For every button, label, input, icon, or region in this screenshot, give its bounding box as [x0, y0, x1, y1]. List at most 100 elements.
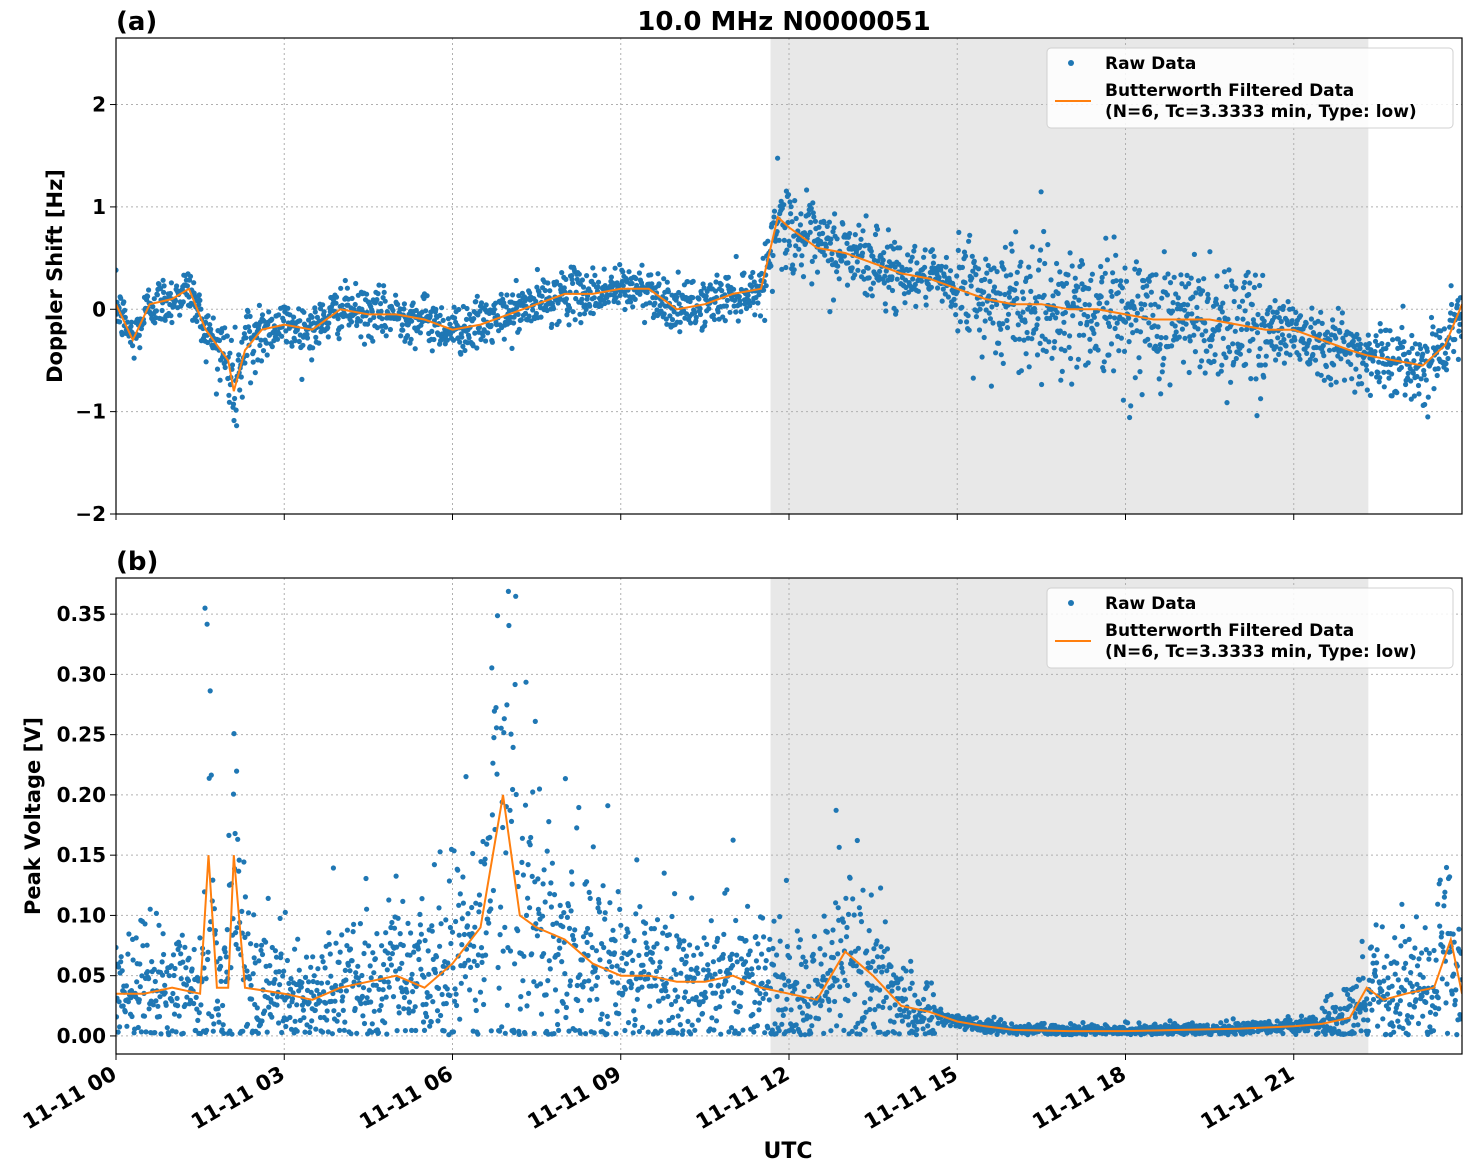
- raw-data-point: [194, 995, 199, 1000]
- raw-data-point: [794, 216, 799, 221]
- raw-data-point: [741, 271, 746, 276]
- raw-data-point: [410, 989, 415, 994]
- raw-data-point: [537, 786, 542, 791]
- raw-data-point: [892, 240, 897, 245]
- raw-data-point: [240, 395, 245, 400]
- raw-data-point: [607, 900, 612, 905]
- raw-data-point: [1288, 352, 1293, 357]
- raw-data-point: [1348, 362, 1353, 367]
- raw-data-point: [241, 859, 246, 864]
- raw-data-point: [721, 932, 726, 937]
- raw-data-point: [787, 199, 792, 204]
- raw-data-point: [452, 848, 457, 853]
- raw-data-point: [233, 325, 238, 330]
- raw-data-point: [1241, 285, 1246, 290]
- raw-data-point: [980, 301, 985, 306]
- raw-data-point: [461, 901, 466, 906]
- raw-data-point: [510, 292, 515, 297]
- raw-data-point: [892, 1030, 897, 1035]
- raw-data-point: [591, 311, 596, 316]
- raw-data-point: [764, 958, 769, 963]
- raw-data-point: [154, 911, 159, 916]
- raw-data-point: [644, 940, 649, 945]
- raw-data-point: [263, 940, 268, 945]
- raw-data-point: [559, 270, 564, 275]
- raw-data-point: [820, 231, 825, 236]
- raw-data-point: [1247, 348, 1252, 353]
- raw-data-point: [285, 958, 290, 963]
- raw-data-point: [1070, 263, 1075, 268]
- raw-data-point: [478, 990, 483, 995]
- raw-data-point: [438, 849, 443, 854]
- raw-data-point: [433, 970, 438, 975]
- raw-data-point: [1280, 1031, 1285, 1036]
- raw-data-point: [1291, 344, 1296, 349]
- raw-data-point: [1320, 321, 1325, 326]
- raw-data-point: [556, 952, 561, 957]
- raw-data-point: [894, 309, 899, 314]
- raw-data-point: [659, 1028, 664, 1033]
- raw-data-point: [813, 219, 818, 224]
- raw-data-point: [564, 296, 569, 301]
- raw-data-point: [1129, 322, 1134, 327]
- raw-data-point: [501, 730, 506, 735]
- raw-data-point: [845, 260, 850, 265]
- raw-data-point: [339, 932, 344, 937]
- raw-data-point: [291, 315, 296, 320]
- raw-data-point: [909, 969, 914, 974]
- raw-data-point: [863, 1028, 868, 1033]
- raw-data-point: [1008, 272, 1013, 277]
- raw-data-point: [131, 957, 136, 962]
- raw-data-point: [724, 303, 729, 308]
- raw-data-point: [563, 277, 568, 282]
- raw-data-point: [331, 1008, 336, 1013]
- raw-data-point: [657, 965, 662, 970]
- raw-data-point: [976, 266, 981, 271]
- raw-data-point: [147, 1006, 152, 1011]
- raw-data-point: [740, 1028, 745, 1033]
- raw-data-point: [763, 991, 768, 996]
- raw-data-point: [1094, 322, 1099, 327]
- raw-data-point: [313, 309, 318, 314]
- raw-data-point: [923, 295, 928, 300]
- raw-data-point: [620, 269, 625, 274]
- raw-data-point: [587, 890, 592, 895]
- raw-data-point: [1163, 335, 1168, 340]
- raw-data-point: [260, 952, 265, 957]
- raw-data-point: [592, 295, 597, 300]
- raw-data-point: [215, 999, 220, 1004]
- raw-data-point: [1145, 337, 1150, 342]
- raw-data-point: [171, 973, 176, 978]
- raw-data-point: [1028, 274, 1033, 279]
- raw-data-point: [931, 261, 936, 266]
- raw-data-point: [1182, 336, 1187, 341]
- raw-data-point: [1026, 265, 1031, 270]
- raw-data-point: [226, 393, 231, 398]
- raw-data-point: [386, 897, 391, 902]
- raw-data-point: [711, 959, 716, 964]
- raw-data-point: [274, 1002, 279, 1007]
- raw-data-point: [505, 1003, 510, 1008]
- raw-data-point: [761, 934, 766, 939]
- raw-data-point: [1102, 359, 1107, 364]
- raw-data-point: [1280, 332, 1285, 337]
- raw-data-point: [342, 1028, 347, 1033]
- raw-data-point: [962, 280, 967, 285]
- raw-data-point: [1024, 351, 1029, 356]
- raw-data-point: [310, 315, 315, 320]
- raw-data-point: [121, 299, 126, 304]
- raw-data-point: [837, 984, 842, 989]
- raw-data-point: [567, 926, 572, 931]
- raw-data-point: [325, 1008, 330, 1013]
- raw-data-point: [855, 259, 860, 264]
- raw-data-point: [469, 905, 474, 910]
- raw-data-point: [1104, 300, 1109, 305]
- raw-data-point: [564, 992, 569, 997]
- raw-data-point: [893, 1002, 898, 1007]
- raw-data-point: [1197, 364, 1202, 369]
- raw-data-point: [567, 983, 572, 988]
- raw-data-point: [495, 613, 500, 618]
- raw-data-point: [925, 984, 930, 989]
- raw-data-point: [576, 805, 581, 810]
- raw-data-point: [1308, 325, 1313, 330]
